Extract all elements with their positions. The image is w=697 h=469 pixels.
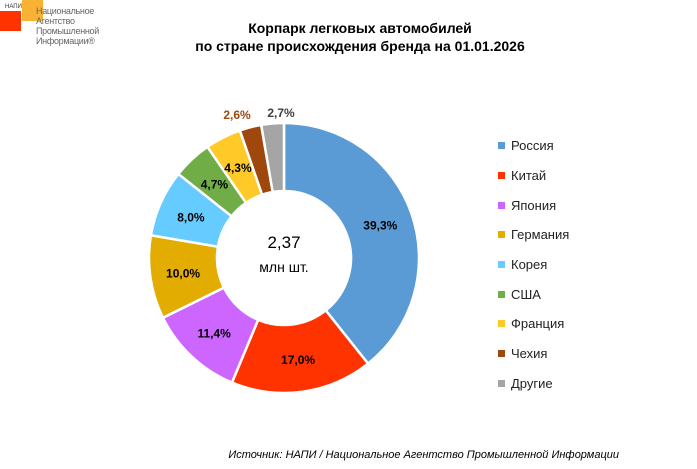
data-label-7: 2,6% [223,108,251,122]
logo-orange-square [22,0,43,21]
legend-label: Корея [511,257,548,273]
legend-swatch [498,142,505,150]
legend-label: Чехия [511,346,548,362]
legend-item: Россия [498,131,569,161]
donut-slice-0 [282,121,421,366]
chart-title: Корпарк легковых автомобилей по стране п… [150,19,570,55]
legend-label: Китай [511,168,547,184]
legend-swatch [498,231,505,239]
source-note: Источник: НАПИ / Национальное Агентство … [228,449,619,461]
legend-item: Япония [498,190,569,220]
legend-swatch [498,320,505,328]
legend-swatch [498,290,505,298]
legend-label: США [511,286,541,302]
data-label-5: 4,7% [201,177,229,191]
legend-swatch [498,201,505,209]
data-label-0: 39,3% [363,218,397,232]
legend-item: Корея [498,250,569,280]
legend-label: Германия [511,227,570,243]
center-value: 2,37 [267,233,300,252]
legend-label: Япония [511,197,557,213]
logo-abbrev: НАПИ [5,4,22,10]
legend-item: США [498,279,569,309]
donut-slice-8 [259,121,286,194]
legend-item: Чехия [498,339,569,369]
logo-text: Национальное Агентство Промышленной Инфо… [36,6,99,46]
legend-label: Другие [511,375,553,391]
data-label-1: 17,0% [281,353,315,367]
legend-item: Китай [498,161,569,191]
legend-swatch [498,172,505,180]
data-label-3: 10,0% [166,267,200,281]
logo-red-square [0,11,21,31]
title-line-2: по стране происхождения бренда на 01.01.… [195,38,525,54]
legend-swatch [498,379,505,387]
legend-item: Франция [498,309,569,339]
data-label-4: 8,0% [177,210,205,224]
legend-swatch [498,261,505,269]
legend-label: Франция [511,316,565,332]
legend-swatch [498,350,505,358]
data-label-8: 2,7% [267,106,295,120]
legend-label: Россия [511,138,554,154]
legend: Россия Китай Япония Германия Корея США Франция… [498,131,569,398]
legend-item: Германия [498,220,569,250]
data-label-2: 11,4% [197,326,231,340]
center-unit: млн шт. [259,259,308,275]
title-line-1: Корпарк легковых автомобилей [248,20,472,36]
legend-item: Другие [498,369,569,399]
data-label-6: 4,3% [224,161,252,175]
